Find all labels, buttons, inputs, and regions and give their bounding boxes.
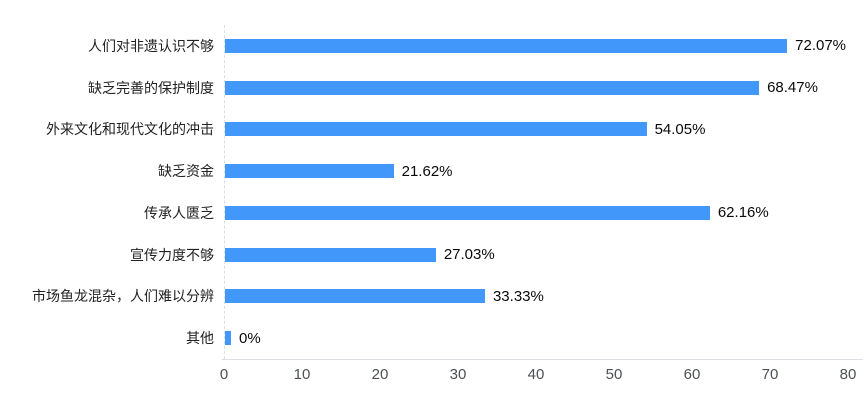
bar[interactable] — [225, 205, 710, 220]
bar-row: 宣传力度不够 27.03% — [0, 234, 868, 276]
x-axis-tick: 40 — [527, 366, 545, 383]
category-label: 其他 — [186, 330, 214, 347]
y-axis-line — [224, 25, 225, 359]
x-axis-tick: 80 — [839, 366, 857, 383]
bar-row: 市场鱼龙混杂，人们难以分辨 33.33% — [0, 276, 868, 318]
bar-row: 缺乏资金 21.62% — [0, 150, 868, 192]
x-axis-tick: 70 — [761, 366, 779, 383]
category-label: 传承人匮乏 — [144, 204, 214, 221]
value-label: 62.16% — [717, 204, 769, 222]
bar-rows: 人们对非遗认识不够 72.07% 缺乏完善的保护制度 68.47% 外来文化和现代文化的… — [0, 25, 868, 359]
x-axis-tick: 50 — [605, 366, 623, 383]
value-label: 72.07% — [795, 37, 847, 55]
category-label: 外来文化和现代文化的冲击 — [46, 121, 214, 138]
category-label: 缺乏资金 — [158, 163, 214, 180]
category-label: 宣传力度不够 — [130, 246, 214, 263]
x-axis-tick: 20 — [371, 366, 389, 383]
bar-cell: 0% — [214, 330, 868, 347]
value-label: 54.05% — [654, 120, 706, 138]
x-axis-tick: 10 — [293, 366, 311, 383]
bar-cell: 68.47% — [214, 79, 868, 96]
value-label: 27.03% — [443, 246, 495, 264]
x-axis: 0 10 20 30 40 50 60 70 80 — [220, 366, 857, 388]
bar-row: 外来文化和现代文化的冲击 54.05% — [0, 109, 868, 151]
bar-cell: 72.07% — [214, 37, 868, 54]
value-label: 21.62% — [401, 162, 453, 180]
bar-cell: 21.62% — [214, 163, 868, 180]
bar[interactable] — [225, 38, 788, 53]
category-label: 人们对非遗认识不够 — [88, 37, 214, 54]
bar-cell: 54.05% — [214, 121, 868, 138]
bar-cell: 33.33% — [214, 288, 868, 305]
x-axis-line — [222, 359, 863, 360]
x-axis-tick: 60 — [683, 366, 701, 383]
bar-row: 传承人匮乏 62.16% — [0, 192, 868, 234]
bar[interactable] — [225, 80, 760, 95]
value-label: 33.33% — [492, 287, 544, 305]
bar[interactable] — [225, 331, 231, 346]
category-label: 市场鱼龙混杂，人们难以分辨 — [32, 288, 214, 305]
value-label: 68.47% — [767, 79, 818, 97]
category-label: 缺乏完善的保护制度 — [88, 79, 214, 96]
bar[interactable] — [225, 247, 436, 262]
bar[interactable] — [225, 289, 485, 304]
bar-row: 人们对非遗认识不够 72.07% — [0, 25, 868, 67]
bar-row: 其他 0% — [0, 317, 868, 359]
bar-cell: 27.03% — [214, 246, 868, 263]
bar-cell: 62.16% — [214, 204, 868, 221]
value-label: 0% — [239, 329, 261, 347]
bar[interactable] — [225, 122, 647, 137]
x-axis-tick: 0 — [219, 366, 229, 383]
x-axis-tick: 30 — [449, 366, 467, 383]
bar-row: 缺乏完善的保护制度 68.47% — [0, 67, 868, 109]
bar[interactable] — [225, 164, 394, 179]
